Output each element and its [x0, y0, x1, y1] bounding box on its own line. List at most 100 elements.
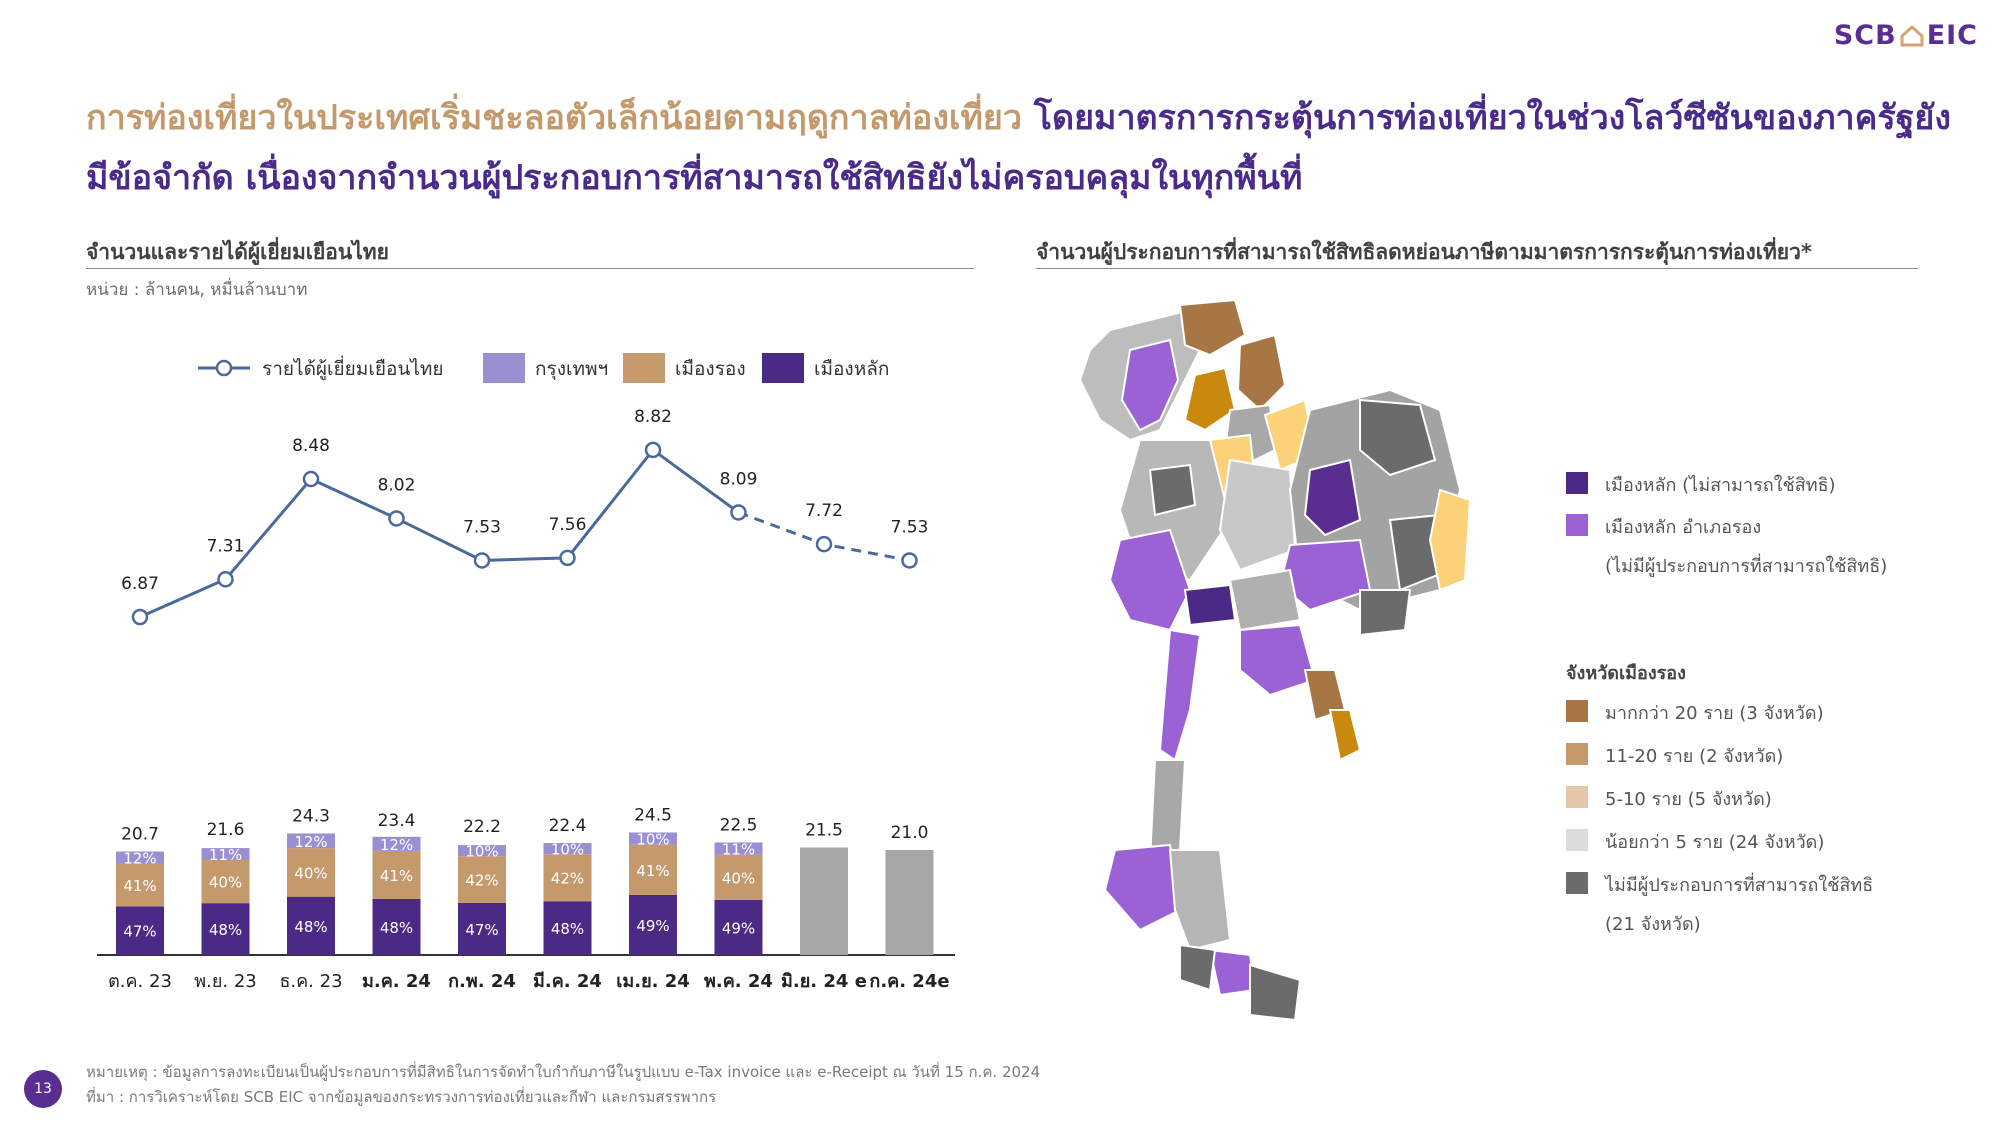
footnote-note: หมายเหตุ : ข้อมูลการลงทะเบียนเป็นผู้ประก… — [86, 1063, 1041, 1081]
revenue-point — [388, 510, 405, 527]
footnote-source: ที่มา : การวิเคราะห์โดย SCB EIC จากข้อมู… — [86, 1088, 717, 1106]
revenue-point-label: 8.82 — [634, 407, 672, 427]
bar-estimate — [800, 847, 848, 955]
bar-segment — [629, 832, 677, 845]
bar-segment — [116, 863, 164, 907]
legend-label: มากกว่า 20 ราย (3 จังหวัด) — [1605, 703, 1824, 724]
bar-segment — [543, 901, 592, 955]
footnote: หมายเหตุ : ข้อมูลการลงทะเบียนเป็นผู้ประก… — [86, 1060, 1040, 1110]
bar-segment — [543, 854, 592, 902]
x-tick-label: ธ.ค. 23 — [279, 971, 342, 992]
legend-label: เมืองรอง — [675, 358, 746, 380]
bar-total-label: 24.5 — [634, 806, 672, 826]
bar-segment-label: 41% — [123, 877, 156, 895]
province-central-light — [1218, 458, 1297, 572]
bar-segment-label: 48% — [294, 918, 327, 936]
bar-segment-label: 49% — [636, 917, 669, 935]
province-northeast-dark-c — [1359, 589, 1412, 637]
left-panel-title: จำนวนและรายได้ผู้เยี่ยมเยือนไทย — [86, 240, 389, 264]
bar-segment-label: 41% — [636, 862, 669, 880]
bar-segment-label: 40% — [294, 864, 327, 882]
map-legend-item: ไม่มีผู้ประกอบการที่สามารถใช้สิทธิ (21 จ… — [1566, 870, 1873, 938]
bar-segment-label: 42% — [465, 872, 498, 890]
bar-segment — [458, 845, 506, 857]
right-panel-divider — [1036, 268, 1918, 269]
thailand-province-map — [1078, 298, 1472, 1022]
x-tick-label: มิ.ย. 24 e — [781, 971, 867, 992]
province-south-dark — [1249, 963, 1302, 1022]
bar-segment — [629, 894, 677, 955]
legend-swatch — [1566, 700, 1588, 722]
revenue-point — [644, 441, 662, 459]
page-number: 13 — [24, 1070, 62, 1108]
province-south-grey — [1168, 849, 1232, 952]
province-northeast-dark-a — [1359, 398, 1437, 477]
legend-label: น้อยกว่า 5 ราย (24 จังหวัด) — [1605, 832, 1825, 853]
bar-estimate — [885, 850, 934, 955]
bar-segment-label: 11% — [209, 846, 242, 864]
bar-total-label: 22.5 — [720, 816, 758, 836]
bar-segment — [372, 898, 421, 955]
province-north-center — [1183, 366, 1237, 432]
bar-segment — [287, 848, 335, 897]
bar-segment — [714, 899, 763, 955]
revenue-point — [559, 549, 576, 567]
bar-segment — [372, 836, 421, 851]
map-legend-item: เมืองหลัก (ไม่สามารถใช้สิทธิ) — [1566, 470, 1836, 499]
x-tick-label: พ.ย. 23 — [194, 971, 256, 992]
x-tick-label: ก.ค. 24e — [869, 971, 949, 992]
bar-segment — [201, 859, 250, 904]
legend-swatch — [1566, 872, 1588, 894]
bar-segment-label: 40% — [722, 869, 755, 887]
legend-label-group: ไม่มีผู้ประกอบการที่สามารถใช้สิทธิ (21 จ… — [1605, 870, 1873, 938]
legend-line-marker — [215, 359, 233, 377]
legend-label: เมืองหลัก อำเภอรอง — [1605, 517, 1762, 538]
province-central-dark — [1148, 463, 1197, 517]
bar-segment-label: 10% — [636, 831, 669, 849]
legend-label: ไม่มีผู้ประกอบการที่สามารถใช้สิทธิ — [1605, 875, 1874, 896]
province-central-grey-b — [1228, 568, 1302, 632]
bar-segment-label: 41% — [380, 867, 413, 885]
bar-total-label: 22.4 — [549, 816, 587, 836]
province-north-top — [1178, 298, 1247, 357]
province-north-east — [1236, 333, 1287, 412]
bar-segment — [201, 903, 250, 955]
province-main-phuket-area — [1103, 843, 1182, 932]
province-main-bangkok — [1183, 583, 1237, 627]
province-south-upper — [1158, 628, 1202, 762]
legend-swatch — [1566, 829, 1588, 851]
legend-label: 5-10 ราย (5 จังหวัด) — [1605, 789, 1772, 810]
map-legend-item: 5-10 ราย (5 จังหวัด) — [1566, 784, 1772, 813]
revenue-point — [901, 552, 918, 569]
bar-segment — [287, 833, 335, 849]
map-legend-item: มากกว่า 20 ราย (3 จังหวัด) — [1566, 698, 1824, 727]
bar-segment — [287, 896, 335, 955]
unit-label: หน่วย : ล้านคน, หมื่นล้านบาท — [86, 280, 308, 300]
right-panel-title: จำนวนผู้ประกอบการที่สามารถใช้สิทธิลดหย่อ… — [1036, 240, 1812, 264]
revenue-point-label: 8.48 — [292, 436, 330, 456]
logo-text-eic: EIC — [1926, 20, 1978, 51]
bar-total-label: 21.0 — [891, 823, 929, 843]
revenue-point-label: 6.87 — [121, 574, 159, 594]
legend-swatch — [1566, 472, 1588, 494]
legend-label: กรุงเทพฯ — [535, 358, 608, 381]
headline-part-1: การท่องเที่ยวในประเทศเริ่มชะลอตัวเล็กน้อ… — [86, 98, 1022, 138]
bar-total-label: 20.7 — [121, 825, 159, 845]
bar-segment — [372, 850, 421, 899]
bar-segment — [714, 842, 763, 855]
house-logo-icon — [1900, 25, 1924, 46]
legend-swatch — [1566, 786, 1588, 808]
legend-label: เมืองหลัก (ไม่สามารถใช้สิทธิ) — [1605, 475, 1836, 496]
legend-label-second-line: (21 จังหวัด) — [1605, 914, 1701, 935]
revenue-point-label: 7.31 — [207, 536, 245, 556]
bar-total-label: 22.2 — [463, 817, 501, 837]
legend-label-second-line: (ไม่มีผู้ประกอบการที่สามารถใช้สิทธิ) — [1605, 556, 1888, 577]
headline-part-2: โดยมาตรการกระตุ้นการท่องเที่ยวในช่วงโลว์… — [86, 98, 1951, 198]
legend-label: รายได้ผู้เยี่ยมเยือนไทย — [262, 355, 444, 380]
bar-segment-label: 48% — [380, 919, 413, 937]
province-east-main — [1239, 623, 1317, 697]
bar-total-label: 24.3 — [292, 807, 330, 827]
bar-segment — [543, 843, 592, 855]
revenue-point — [815, 535, 833, 553]
bar-segment — [714, 854, 763, 900]
